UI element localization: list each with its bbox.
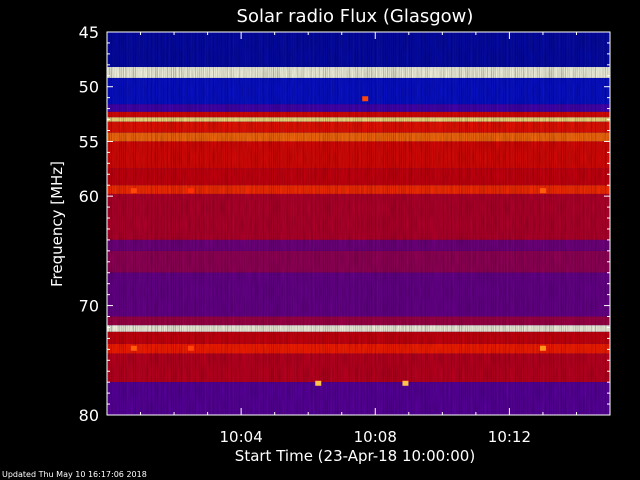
y-tick-label: 80 <box>79 406 99 425</box>
burst-spots <box>130 96 546 386</box>
plot-frame <box>106 31 611 416</box>
burst-spot <box>130 345 137 351</box>
burst-spot <box>539 345 546 351</box>
burst-spot <box>315 380 322 386</box>
y-tick-label: 55 <box>79 132 99 151</box>
noise-texture <box>107 32 610 415</box>
y-tick-label: 70 <box>79 297 99 316</box>
burst-spot <box>362 96 369 102</box>
burst-spot <box>130 188 137 194</box>
x-tick-label: 10:04 <box>220 428 263 446</box>
y-tick-label: 45 <box>79 23 99 42</box>
y-tick-label: 60 <box>79 187 99 206</box>
burst-spot <box>187 188 194 194</box>
y-axis-label: Frequency [MHz] <box>48 161 66 287</box>
burst-spot <box>187 345 194 351</box>
x-tick-label: 10:12 <box>488 428 531 446</box>
updated-timestamp: Updated Thu May 10 16:17:06 2018 <box>2 470 147 479</box>
x-axis: 10:04 10:08 10:12 <box>140 32 577 446</box>
chart-title: Solar radio Flux (Glasgow) <box>237 6 474 27</box>
x-tick-label: 10:08 <box>354 428 397 446</box>
y-tick-label: 50 <box>79 78 99 97</box>
burst-spot <box>402 380 409 386</box>
spectrogram-plot-area <box>107 32 610 415</box>
burst-spot <box>539 188 546 194</box>
x-axis-label: Start Time (23-Apr-18 10:00:00) <box>235 447 475 465</box>
y-axis: 45 50 55 60 70 80 <box>79 23 610 425</box>
